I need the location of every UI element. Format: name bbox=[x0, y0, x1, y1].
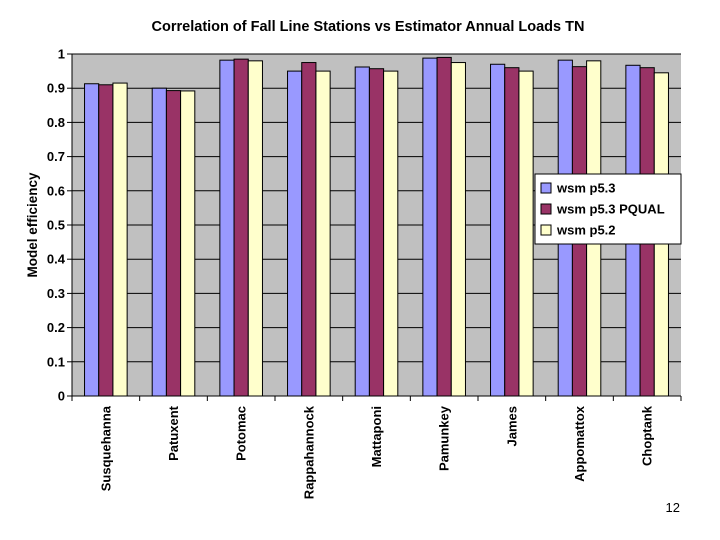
legend-box bbox=[534, 173, 682, 245]
y-tick-label: 0.7 bbox=[47, 149, 65, 164]
legend-swatch-wsm-p5-2 bbox=[540, 224, 552, 236]
legend: wsm p5.3 wsm p5.3 PQUAL wsm p5.2 bbox=[534, 173, 682, 245]
x-tick-label: Appomattox bbox=[572, 405, 587, 482]
x-tick-label: James bbox=[504, 406, 519, 446]
y-tick-label: 0 bbox=[58, 389, 65, 404]
bar-potomac-wsm-p5-3 bbox=[219, 59, 235, 397]
y-axis-ticks: 0 0.1 0.2 0.3 0.4 0.5 0.6 0.7 0.8 0.9 1 bbox=[47, 47, 72, 404]
legend-label-wsm-p5-3-pqual: wsm p5.3 PQUAL bbox=[556, 202, 665, 217]
x-tick-label: Potomac bbox=[234, 406, 249, 461]
bar-james-wsm-p5-3-pqual bbox=[504, 67, 520, 397]
bar-patuxent-wsm-p5-3 bbox=[151, 87, 167, 397]
y-tick-label: 1 bbox=[58, 47, 65, 62]
bar-patuxent-wsm-p5-2 bbox=[180, 90, 196, 397]
bar-rappahannock-wsm-p5-2 bbox=[315, 70, 331, 397]
legend-label-wsm-p5-2: wsm p5.2 bbox=[556, 223, 616, 238]
bar-potomac-wsm-p5-3-pqual bbox=[233, 58, 249, 397]
bar-james-wsm-p5-2 bbox=[518, 70, 534, 397]
bar-rappahannock-wsm-p5-3 bbox=[287, 70, 303, 397]
legend-swatch-wsm-p5-3 bbox=[540, 182, 552, 194]
x-axis-ticks: Susquehanna Patuxent Potomac Rappahannock Ma… bbox=[71, 396, 682, 499]
bar-mattaponi-wsm-p5-3 bbox=[354, 66, 370, 397]
x-tick-label: Rappahannock bbox=[301, 405, 316, 499]
y-tick-label: 0.1 bbox=[47, 354, 65, 369]
bar-pamunkey-wsm-p5-3-pqual bbox=[436, 56, 452, 397]
bar-potomac-wsm-p5-2 bbox=[247, 60, 263, 397]
bar-rappahannock-wsm-p5-3-pqual bbox=[301, 62, 317, 397]
bar-mattaponi-wsm-p5-2 bbox=[383, 70, 399, 397]
x-tick-label: Patuxent bbox=[166, 405, 181, 461]
x-tick-label: Mattaponi bbox=[369, 406, 384, 467]
x-tick-label: Choptank bbox=[640, 405, 655, 466]
y-tick-label: 0.8 bbox=[47, 115, 65, 130]
bar-susquehanna-wsm-p5-3 bbox=[84, 83, 100, 397]
y-tick-label: 0.4 bbox=[47, 252, 66, 267]
x-tick-label: Susquehanna bbox=[98, 405, 113, 491]
y-tick-label: 0.9 bbox=[47, 81, 65, 96]
x-tick-label: Pamunkey bbox=[437, 405, 452, 471]
bar-pamunkey-wsm-p5-3 bbox=[422, 57, 438, 397]
bar-pamunkey-wsm-p5-2 bbox=[450, 62, 466, 397]
y-tick-label: 0.3 bbox=[47, 286, 65, 301]
bar-patuxent-wsm-p5-3-pqual bbox=[165, 90, 182, 397]
legend-swatch-wsm-p5-3-pqual bbox=[540, 203, 552, 215]
bar-james-wsm-p5-3 bbox=[490, 63, 506, 397]
y-tick-label: 0.2 bbox=[47, 320, 65, 335]
bar-mattaponi-wsm-p5-3-pqual bbox=[368, 68, 385, 397]
chart-title: Correlation of Fall Line Stations vs Est… bbox=[152, 19, 585, 35]
page-number: 12 bbox=[665, 500, 680, 515]
y-axis-label: Model efficiency bbox=[25, 172, 40, 278]
bars bbox=[84, 56, 669, 397]
y-tick-label: 0.5 bbox=[47, 218, 65, 233]
bar-susquehanna-wsm-p5-3-pqual bbox=[98, 84, 114, 397]
y-tick-label: 0.6 bbox=[47, 183, 65, 198]
legend-label-wsm-p5-3: wsm p5.3 bbox=[556, 181, 616, 196]
bar-susquehanna-wsm-p5-2 bbox=[112, 82, 128, 397]
